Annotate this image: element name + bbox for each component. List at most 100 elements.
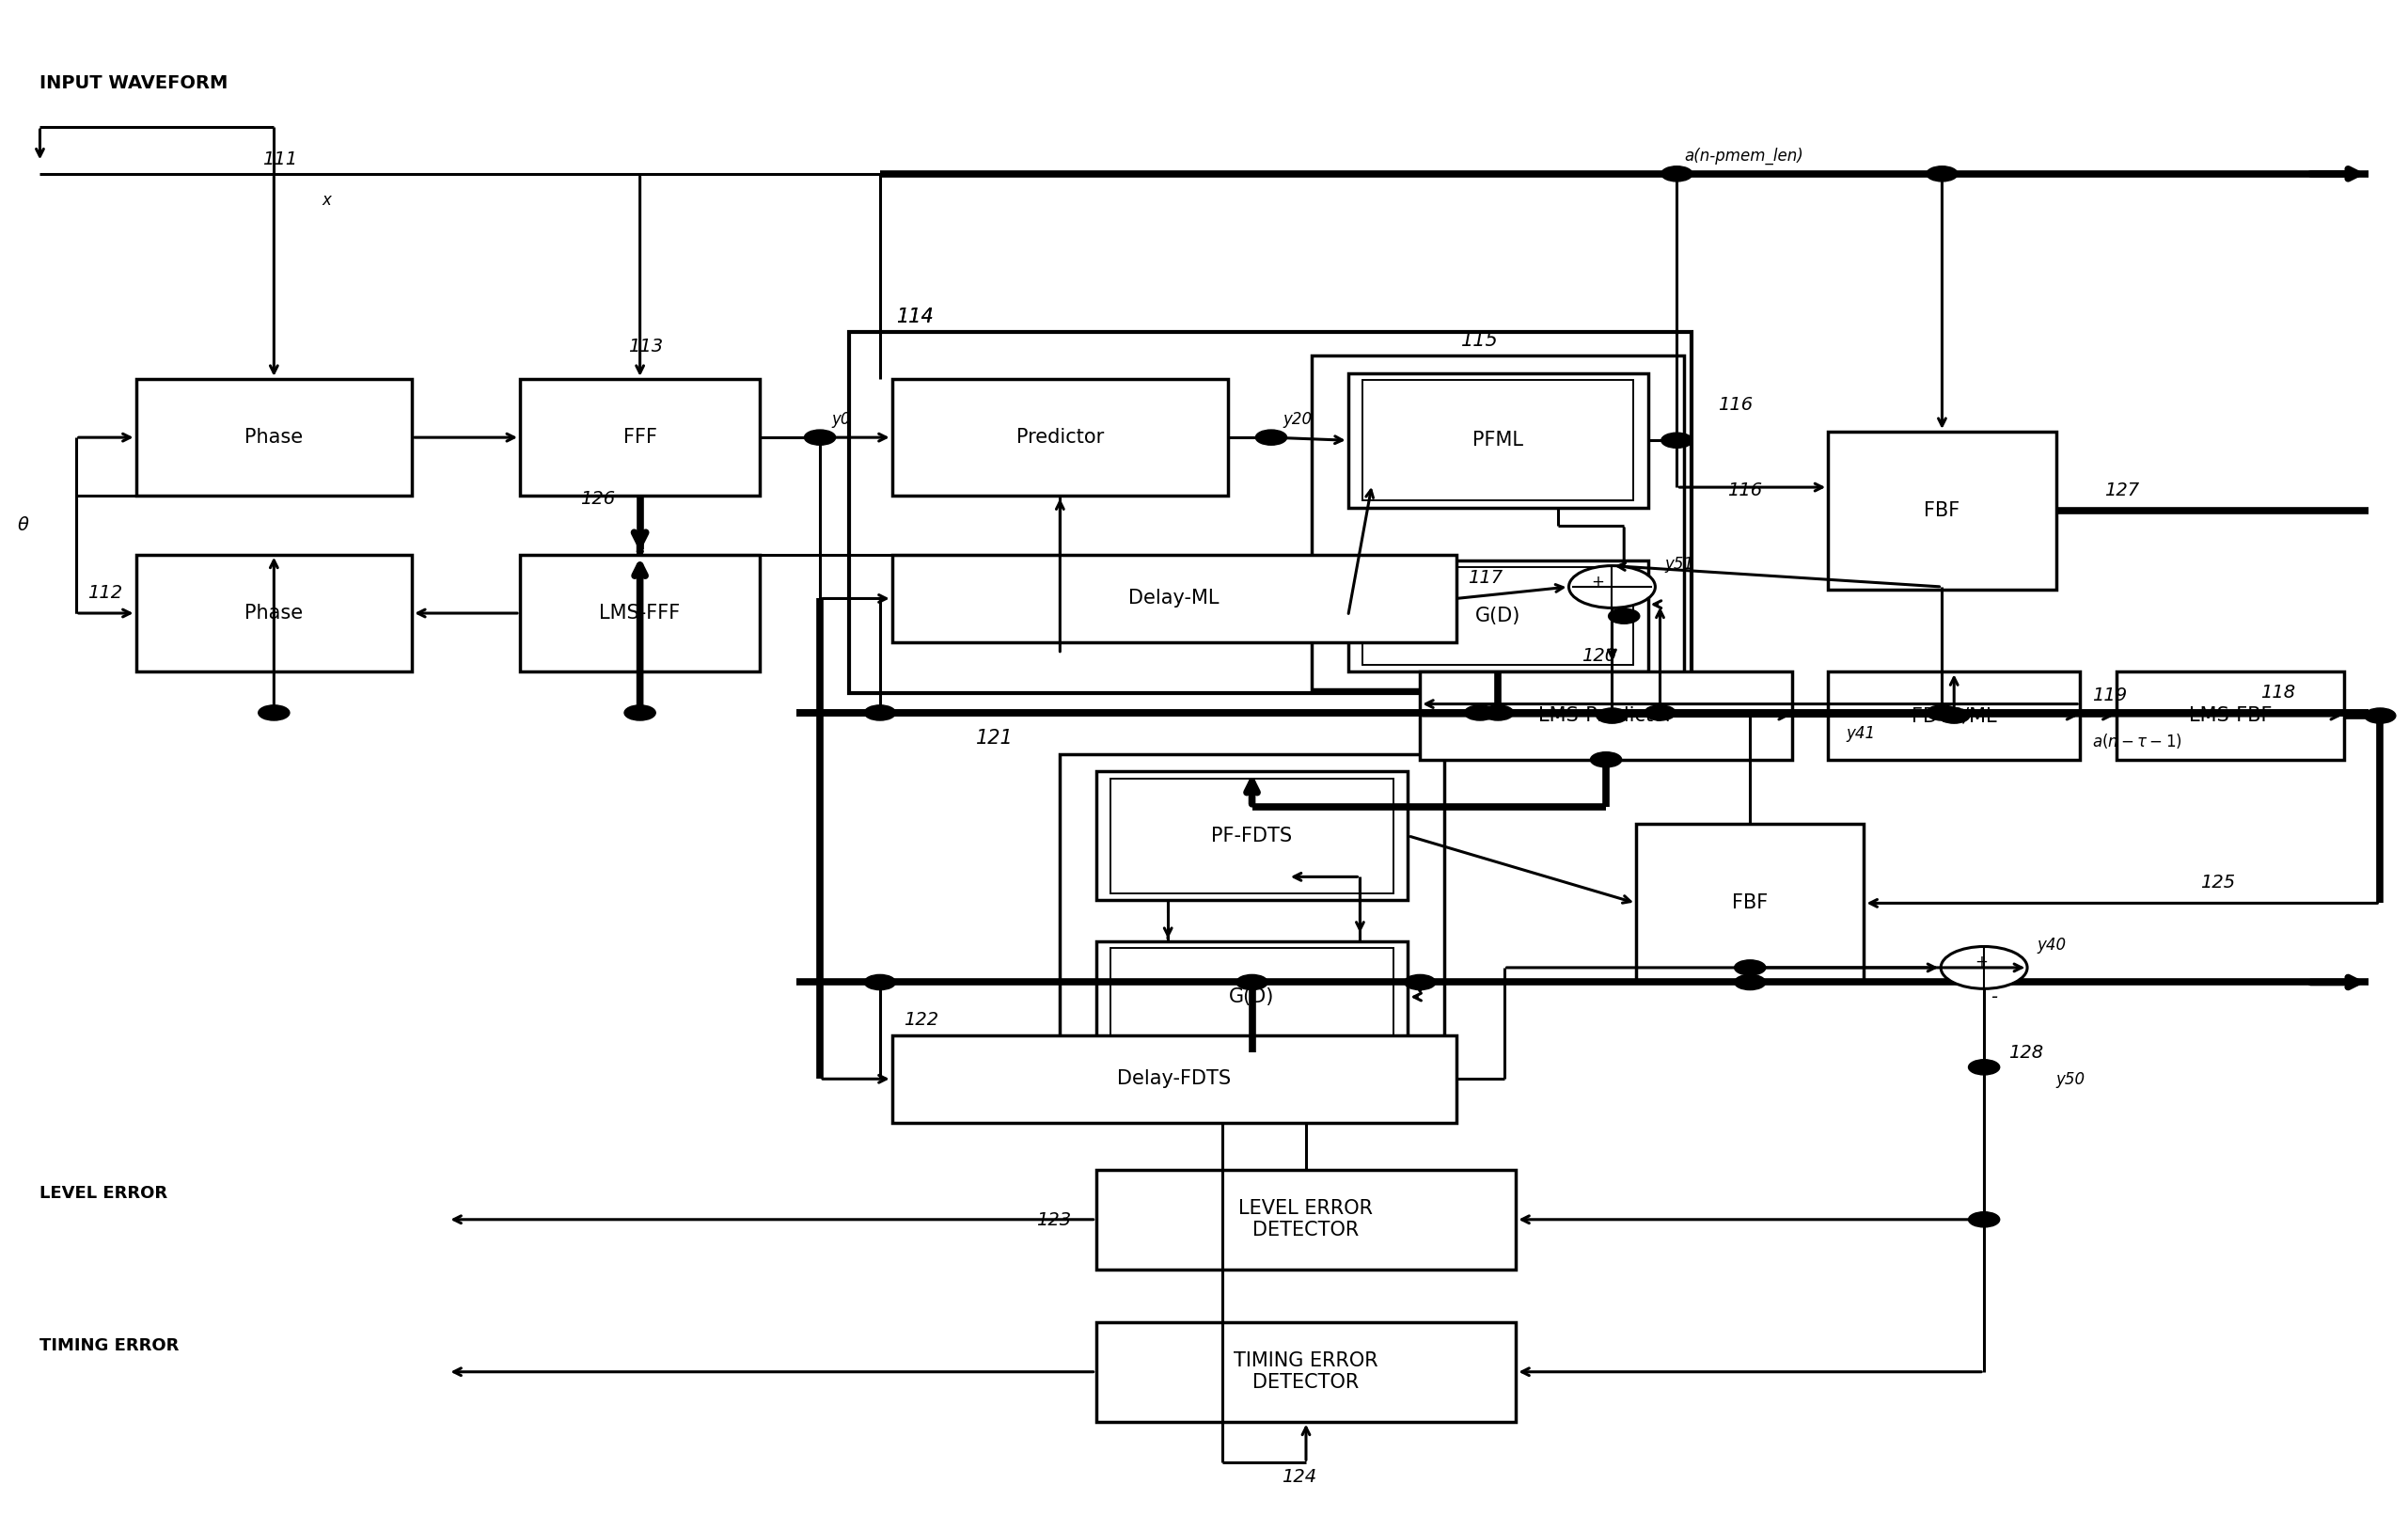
Circle shape — [1597, 709, 1628, 723]
Text: 124: 124 — [1281, 1468, 1317, 1487]
Circle shape — [1967, 1213, 1999, 1228]
Bar — [1348, 374, 1647, 508]
Text: 126: 126 — [580, 490, 614, 508]
Bar — [1096, 1323, 1517, 1422]
Text: Phase: Phase — [246, 429, 303, 447]
Text: x: x — [323, 191, 332, 208]
Bar — [1110, 778, 1394, 893]
Circle shape — [1609, 608, 1640, 623]
Text: PF-FDTS: PF-FDTS — [1211, 827, 1293, 845]
Text: 117: 117 — [1469, 570, 1503, 586]
Circle shape — [1464, 706, 1495, 721]
Text: FFF: FFF — [624, 429, 657, 447]
Text: y50: y50 — [2056, 1072, 2085, 1089]
Text: y20: y20 — [1283, 412, 1312, 429]
Bar — [1828, 672, 2081, 759]
Text: y40: y40 — [2037, 937, 2066, 954]
Text: 115: 115 — [1462, 331, 1498, 349]
Text: FBF: FBF — [1731, 894, 1767, 912]
Circle shape — [1570, 566, 1654, 608]
Circle shape — [1589, 752, 1621, 767]
Text: 128: 128 — [2008, 1044, 2042, 1061]
Bar — [1363, 568, 1633, 664]
Circle shape — [2365, 709, 2396, 723]
Text: y0: y0 — [833, 412, 852, 429]
Bar — [1096, 942, 1409, 1052]
Circle shape — [1404, 975, 1435, 991]
Circle shape — [1926, 706, 1958, 721]
Bar — [520, 554, 761, 672]
Text: LMS-Predictor: LMS-Predictor — [1539, 706, 1674, 726]
Text: PFML: PFML — [1474, 430, 1524, 450]
Text: FBF: FBF — [1924, 501, 1960, 521]
Text: +: + — [1975, 954, 1989, 971]
Bar — [2117, 672, 2343, 759]
Text: y41: y41 — [1847, 726, 1876, 743]
Text: 116: 116 — [1727, 481, 1763, 499]
Text: 123: 123 — [1035, 1211, 1072, 1229]
Bar — [1060, 753, 1445, 1070]
Text: G(D): G(D) — [1476, 606, 1522, 626]
Bar — [891, 378, 1228, 496]
Bar — [135, 554, 412, 672]
Text: 127: 127 — [2105, 481, 2138, 499]
Text: 113: 113 — [628, 337, 662, 355]
Circle shape — [1734, 975, 1765, 991]
Text: Delay-FDTS: Delay-FDTS — [1117, 1070, 1230, 1089]
Text: 114: 114 — [896, 308, 934, 326]
Text: 121: 121 — [975, 729, 1014, 749]
Text: Delay-ML: Delay-ML — [1129, 589, 1218, 608]
Circle shape — [1483, 706, 1515, 721]
Circle shape — [1926, 167, 1958, 182]
Circle shape — [1938, 709, 1970, 723]
Text: Predictor: Predictor — [1016, 429, 1103, 447]
Bar — [1363, 380, 1633, 501]
Circle shape — [1662, 167, 1693, 182]
Bar — [1110, 948, 1394, 1046]
Text: INPUT WAVEFORM: INPUT WAVEFORM — [41, 73, 229, 92]
Bar — [891, 554, 1457, 643]
Text: 119: 119 — [2093, 686, 2126, 704]
Bar — [1312, 355, 1683, 689]
Text: a(n-pmem_len): a(n-pmem_len) — [1683, 147, 1804, 164]
Bar — [135, 378, 412, 496]
Text: $\theta$: $\theta$ — [17, 516, 29, 534]
Text: LMS-FBF: LMS-FBF — [2189, 706, 2271, 726]
Text: LEVEL ERROR
DETECTOR: LEVEL ERROR DETECTOR — [1238, 1199, 1373, 1240]
Circle shape — [1941, 946, 2028, 989]
Text: 120: 120 — [1582, 648, 1616, 664]
Circle shape — [1662, 433, 1693, 449]
Bar — [1096, 1170, 1517, 1269]
Text: 114: 114 — [896, 308, 934, 326]
Bar — [1635, 824, 1864, 983]
Circle shape — [864, 975, 896, 991]
Circle shape — [258, 706, 289, 721]
Text: LMS-FFF: LMS-FFF — [600, 603, 681, 623]
Text: 112: 112 — [89, 583, 123, 602]
Circle shape — [1645, 706, 1676, 721]
Bar — [1421, 672, 1792, 759]
Circle shape — [1255, 430, 1286, 446]
Text: y51: y51 — [1664, 556, 1695, 573]
Text: FDTS/ML: FDTS/ML — [1912, 706, 1996, 726]
Text: -: - — [1991, 987, 1996, 1006]
Text: +: + — [1592, 574, 1604, 591]
Text: $a(n-\tau-1)$: $a(n-\tau-1)$ — [2093, 732, 2182, 750]
Text: TIMING ERROR: TIMING ERROR — [41, 1338, 181, 1355]
Text: LEVEL ERROR: LEVEL ERROR — [41, 1185, 169, 1202]
Circle shape — [864, 706, 896, 721]
Bar — [848, 332, 1690, 694]
Text: TIMING ERROR
DETECTOR: TIMING ERROR DETECTOR — [1233, 1352, 1377, 1392]
Bar — [1096, 772, 1409, 900]
Circle shape — [624, 706, 655, 721]
Text: Phase: Phase — [246, 603, 303, 623]
Circle shape — [804, 430, 836, 446]
Bar — [520, 378, 761, 496]
Bar — [891, 1035, 1457, 1122]
Circle shape — [1235, 975, 1267, 991]
Bar — [1828, 432, 2056, 589]
Text: 118: 118 — [2261, 684, 2295, 701]
Text: 125: 125 — [2201, 874, 2235, 891]
Circle shape — [1734, 960, 1765, 975]
Circle shape — [1967, 1059, 1999, 1075]
